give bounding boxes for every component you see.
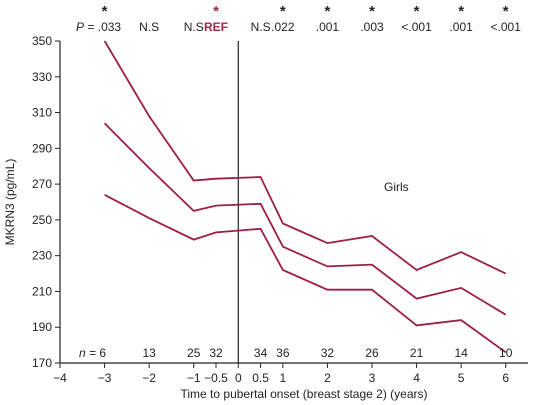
x-tick-label: 3: [369, 371, 376, 385]
significance-star: *: [503, 3, 509, 20]
girls-annotation: Girls: [384, 180, 409, 194]
y-tick-label: 230: [32, 249, 52, 263]
sample-size-label: 34: [254, 346, 268, 360]
series-line-3: [104, 194, 507, 354]
p-value-label: P = .033: [76, 20, 121, 34]
p-value-row: *P = .033 N.S N.S*REF N.S*.022*.001*.003*<.…: [76, 3, 521, 34]
sample-size-label: 32: [321, 346, 335, 360]
sample-size-label: 25: [187, 346, 201, 360]
p-value-label: <.001: [401, 20, 432, 34]
significance-star: *: [325, 3, 331, 20]
p-value-label: .001: [449, 20, 473, 34]
p-value-label: <.001: [491, 20, 522, 34]
sample-size-row: n = 6 13 25 32 34 36 32 26 21 14 10: [79, 346, 513, 360]
sample-size-label: 26: [365, 346, 379, 360]
series-line-1: [103, 40, 507, 275]
y-axis-label: MKRN3 (pg/mL): [3, 159, 17, 246]
series-layer: [103, 40, 507, 354]
significance-star: *: [414, 3, 420, 20]
y-tick-label: 170: [32, 356, 52, 370]
y-tick-label: 190: [32, 320, 52, 334]
p-value-label: N.S: [251, 20, 271, 34]
sample-size-label: n = 6: [79, 346, 106, 360]
significance-star: *: [102, 3, 108, 20]
x-tick-label: −4: [53, 371, 67, 385]
y-tick-label: 310: [32, 106, 52, 120]
x-tick-label: 4: [413, 371, 420, 385]
x-axis-label: Time to pubertal onset (breast stage 2) …: [181, 387, 428, 401]
x-tick-label: 0: [235, 371, 242, 385]
x-tick-label: 2: [324, 371, 331, 385]
x-tick-label: −1: [187, 371, 201, 385]
p-value-label: .003: [360, 20, 384, 34]
significance-star: *: [369, 3, 375, 20]
x-tick-label: −2: [142, 371, 156, 385]
sample-size-label: 10: [499, 346, 513, 360]
sample-size-label: 32: [209, 346, 223, 360]
p-value-label: N.S: [184, 20, 204, 34]
significance-star: *: [280, 3, 286, 20]
x-tick-label: 6: [502, 371, 509, 385]
y-tick-label: 210: [32, 284, 52, 298]
y-tick-label: 290: [32, 141, 52, 155]
significance-star: *: [458, 3, 464, 20]
p-value-label: .001: [316, 20, 340, 34]
y-tick-label: 270: [32, 177, 52, 191]
p-value-label: .022: [271, 20, 295, 34]
sample-size-label: 21: [410, 346, 424, 360]
y-tick-label: 250: [32, 213, 52, 227]
sample-size-label: 13: [142, 346, 156, 360]
x-tick-label: 5: [458, 371, 465, 385]
p-value-label: N.S: [139, 20, 159, 34]
x-tick-label: −0.5: [204, 371, 228, 385]
x-tick-label: 0.5: [252, 371, 269, 385]
y-tick-label: 330: [32, 70, 52, 84]
x-tick-label: −3: [98, 371, 112, 385]
y-tick-label: 350: [32, 34, 52, 48]
reference-label: REF: [204, 20, 228, 34]
sample-size-label: 14: [454, 346, 468, 360]
series-line-2: [103, 122, 507, 316]
sample-size-label: 36: [276, 346, 290, 360]
x-tick-label: 1: [280, 371, 287, 385]
significance-star: *: [213, 3, 219, 20]
